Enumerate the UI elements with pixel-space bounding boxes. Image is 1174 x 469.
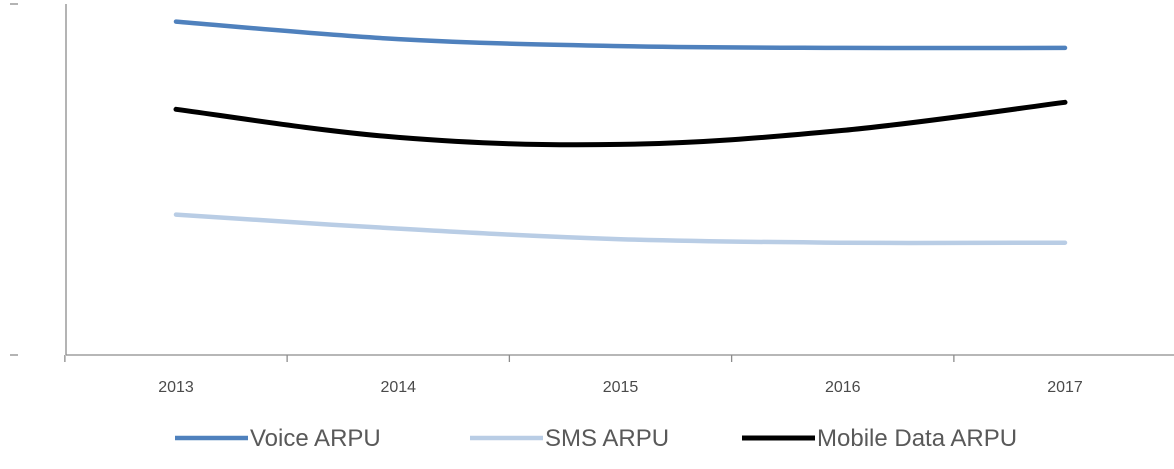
series-line-voice-arpu xyxy=(173,19,1068,51)
legend-label-mobile-data-arpu: Mobile Data ARPU xyxy=(817,425,1017,452)
legend-label-voice-arpu: Voice ARPU xyxy=(250,425,381,452)
legend: Voice ARPU SMS ARPU Mobile Data ARPU xyxy=(175,425,1017,452)
x-axis-tick-labels: 2013 2014 2015 2016 2017 xyxy=(158,379,1083,396)
x-tick-label-2015: 2015 xyxy=(603,379,639,396)
x-tick-label-2013: 2013 xyxy=(158,379,194,396)
axes xyxy=(10,3,1174,362)
x-tick-label-2016: 2016 xyxy=(825,379,861,396)
legend-label-sms-arpu: SMS ARPU xyxy=(545,425,669,452)
x-tick-label-2017: 2017 xyxy=(1047,379,1083,396)
series-line-mobile-data-arpu xyxy=(173,99,1068,148)
series-line-sms-arpu xyxy=(173,212,1068,246)
series-lines xyxy=(173,19,1068,246)
x-tick-label-2014: 2014 xyxy=(380,379,416,396)
